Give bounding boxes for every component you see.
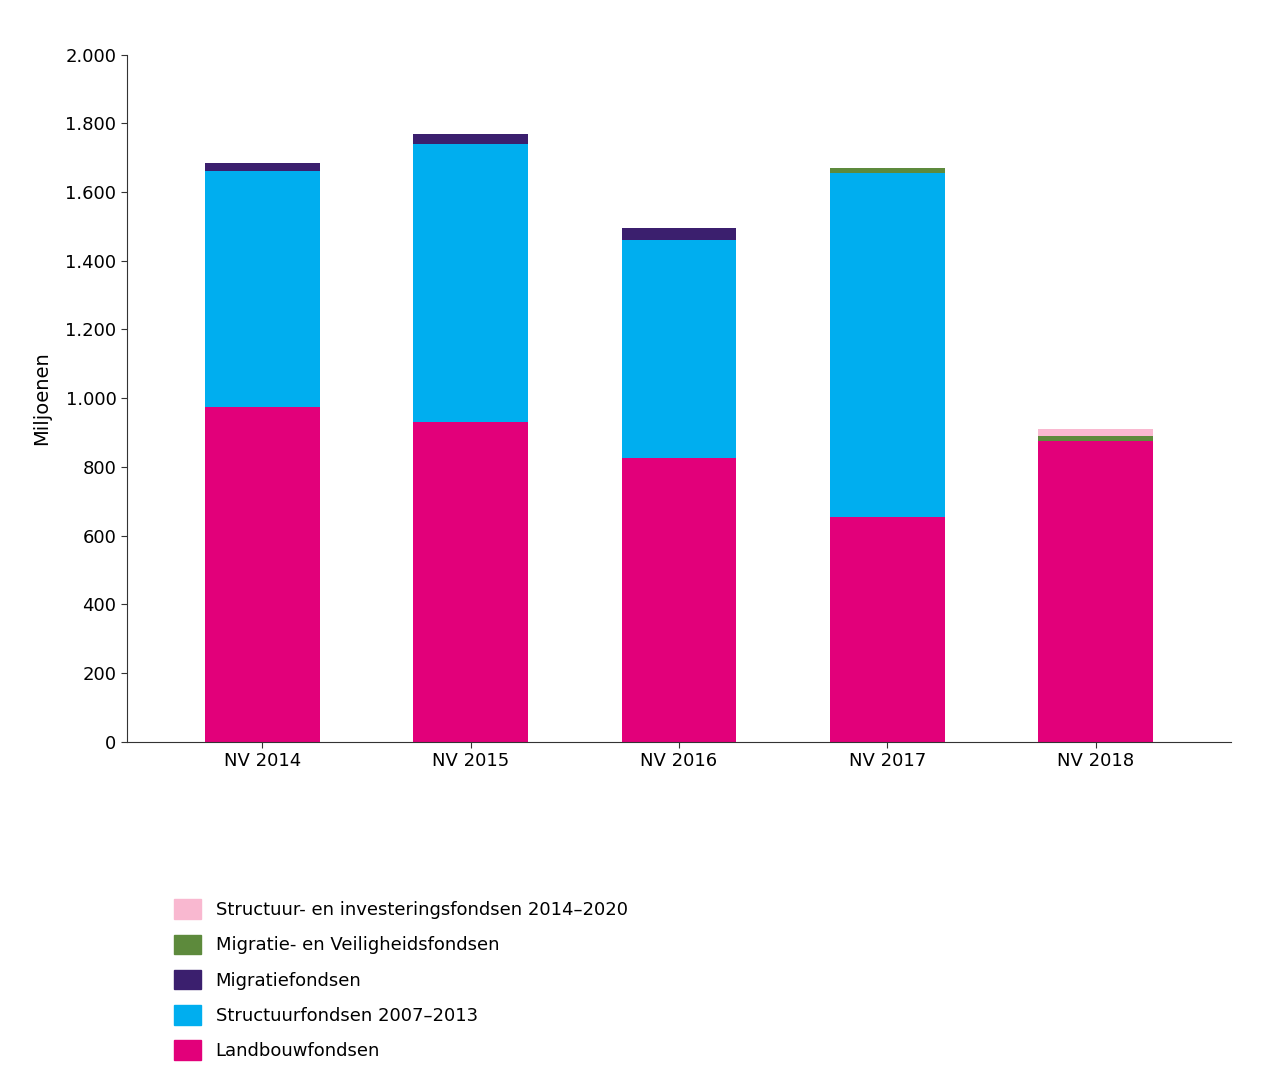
Bar bbox=[414, 422, 528, 742]
Bar bbox=[206, 407, 320, 742]
Bar bbox=[622, 458, 736, 742]
Bar bbox=[622, 228, 736, 240]
Bar bbox=[830, 168, 944, 173]
Bar bbox=[830, 173, 944, 517]
Bar bbox=[830, 517, 944, 742]
Bar bbox=[206, 163, 320, 171]
Y-axis label: Miljoenen: Miljoenen bbox=[33, 351, 52, 445]
Bar bbox=[414, 133, 528, 144]
Bar bbox=[622, 240, 736, 458]
Bar bbox=[1038, 429, 1152, 436]
Bar bbox=[1038, 436, 1152, 441]
Bar bbox=[414, 144, 528, 422]
Legend: Structuur- en investeringsfondsen 2014–2020, Migratie- en Veiligheidsfondsen, Mi: Structuur- en investeringsfondsen 2014–2… bbox=[174, 899, 628, 1060]
Bar bbox=[1038, 441, 1152, 742]
Bar bbox=[206, 171, 320, 407]
